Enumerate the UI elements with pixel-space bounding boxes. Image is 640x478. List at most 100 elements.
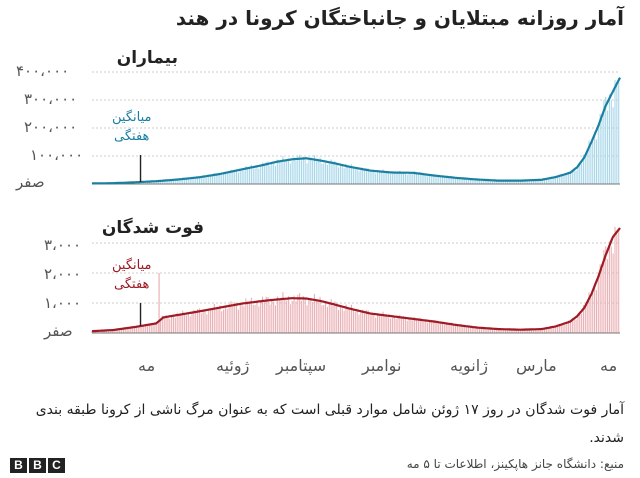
cases-daily-bar bbox=[458, 179, 460, 184]
cases-daily-bar bbox=[514, 180, 516, 184]
deaths-daily-bar bbox=[569, 321, 572, 333]
cases-daily-bar bbox=[449, 177, 451, 184]
cases-daily-bar bbox=[480, 180, 482, 184]
cases-daily-bar bbox=[393, 172, 395, 184]
deaths-daily-bar bbox=[479, 328, 481, 333]
cases-daily-bar bbox=[185, 179, 188, 184]
deaths-daily-bar bbox=[432, 321, 434, 333]
deaths-daily-bar bbox=[440, 322, 442, 333]
cases-daily-bar bbox=[256, 165, 258, 184]
deaths-daily-bar bbox=[111, 330, 113, 333]
cases-daily-bar bbox=[543, 180, 546, 184]
deaths-daily-bar bbox=[143, 325, 145, 333]
deaths-daily-bar bbox=[375, 317, 377, 333]
deaths-daily-bar bbox=[236, 303, 238, 333]
cases-daily-bar bbox=[178, 179, 180, 184]
deaths-ytick-3000: ۳،۰۰۰ bbox=[44, 236, 82, 254]
cases-daily-bar bbox=[274, 165, 277, 184]
deaths-daily-bar bbox=[319, 296, 321, 333]
cases-daily-bar bbox=[547, 178, 549, 184]
deaths-daily-bar bbox=[571, 318, 573, 333]
cases-daily-bar bbox=[562, 174, 564, 184]
deaths-daily-bar bbox=[469, 327, 471, 333]
footnote: آمار فوت شدگان در روز ۱۷ ژوئن شامل موارد… bbox=[35, 402, 624, 446]
deaths-daily-bar bbox=[564, 324, 566, 333]
deaths-daily-bar bbox=[499, 328, 501, 333]
cases-daily-bar bbox=[310, 159, 312, 184]
deaths-daily-bar bbox=[150, 323, 152, 333]
deaths-daily-bar bbox=[451, 322, 453, 333]
deaths-avg-label-line1: میانگین bbox=[112, 258, 152, 273]
x-label-may-2020: مه bbox=[138, 356, 156, 375]
deaths-daily-bar bbox=[545, 327, 547, 333]
deaths-daily-bar bbox=[582, 305, 585, 333]
cases-daily-bar bbox=[605, 96, 607, 184]
deaths-daily-bar bbox=[467, 325, 469, 333]
deaths-daily-bar bbox=[243, 306, 245, 333]
cases-daily-bar bbox=[564, 175, 566, 184]
cases-daily-bar bbox=[282, 156, 284, 184]
deaths-daily-bar bbox=[171, 315, 173, 333]
cases-daily-bar bbox=[376, 170, 379, 184]
deaths-daily-bar bbox=[436, 320, 438, 333]
cases-daily-bar bbox=[319, 157, 321, 184]
deaths-daily-bar bbox=[254, 305, 256, 333]
cases-daily-bar bbox=[267, 161, 269, 184]
deaths-daily-bar bbox=[234, 302, 236, 333]
chart-title: آمار روزانه مبتلایان و جانباختگان کرونا … bbox=[175, 6, 624, 30]
cases-daily-bar bbox=[195, 177, 197, 184]
deaths-daily-bar bbox=[119, 328, 121, 333]
deaths-daily-bar bbox=[577, 314, 579, 333]
cases-daily-bar bbox=[375, 173, 377, 184]
deaths-daily-bar bbox=[389, 318, 392, 333]
cases-daily-bar bbox=[571, 169, 573, 184]
cases-daily-bar bbox=[417, 173, 419, 184]
deaths-daily-bar bbox=[267, 297, 269, 333]
cases-daily-bar bbox=[508, 180, 510, 184]
deaths-daily-bar bbox=[176, 312, 178, 333]
deaths-daily-bar bbox=[408, 318, 410, 333]
cases-daily-bar bbox=[579, 164, 581, 184]
deaths-daily-bar bbox=[542, 329, 544, 333]
cases-daily-bar bbox=[575, 170, 577, 184]
deaths-daily-bar bbox=[423, 321, 425, 333]
cases-daily-bar bbox=[261, 162, 264, 184]
deaths-daily-bar bbox=[594, 284, 596, 333]
cases-daily-bar bbox=[289, 163, 291, 184]
cases-daily-bar bbox=[371, 170, 373, 184]
cases-daily-bar bbox=[258, 168, 260, 184]
deaths-daily-bar bbox=[480, 328, 482, 333]
deaths-daily-bar bbox=[584, 304, 586, 333]
cases-daily-bar bbox=[232, 171, 234, 184]
cases-daily-bar bbox=[482, 179, 484, 184]
cases-daily-bar bbox=[618, 81, 620, 184]
deaths-daily-bar bbox=[280, 299, 282, 333]
deaths-daily-bar bbox=[274, 305, 277, 333]
deaths-daily-bar bbox=[603, 250, 605, 333]
deaths-daily-bar bbox=[315, 299, 317, 333]
cases-daily-bar bbox=[180, 179, 182, 184]
deaths-daily-bar bbox=[299, 293, 301, 333]
deaths-daily-bar bbox=[540, 328, 542, 333]
deaths-daily-bar bbox=[506, 329, 508, 333]
deaths-daily-bar bbox=[310, 300, 312, 333]
cases-daily-bar bbox=[254, 168, 256, 184]
cases-daily-bar bbox=[384, 171, 386, 184]
cases-daily-bar bbox=[534, 179, 536, 184]
cases-daily-bar bbox=[297, 156, 299, 184]
deaths-daily-bar bbox=[343, 310, 345, 333]
deaths-daily-bar bbox=[211, 309, 213, 333]
cases-daily-bar bbox=[454, 178, 457, 184]
deaths-daily-bar bbox=[607, 259, 609, 333]
deaths-daily-bar bbox=[551, 325, 553, 333]
x-label-may-2021: مه bbox=[600, 356, 618, 375]
bbc-logo: B B C bbox=[10, 458, 65, 473]
deaths-daily-bar bbox=[330, 299, 332, 333]
bbc-logo-c: C bbox=[48, 458, 65, 473]
cases-daily-bar bbox=[182, 178, 184, 184]
deaths-daily-bar bbox=[395, 318, 397, 333]
x-label-november: نوامبر bbox=[362, 356, 402, 375]
deaths-daily-bar bbox=[365, 310, 367, 333]
cases-daily-bar bbox=[525, 180, 527, 184]
cases-daily-bar bbox=[380, 172, 382, 184]
